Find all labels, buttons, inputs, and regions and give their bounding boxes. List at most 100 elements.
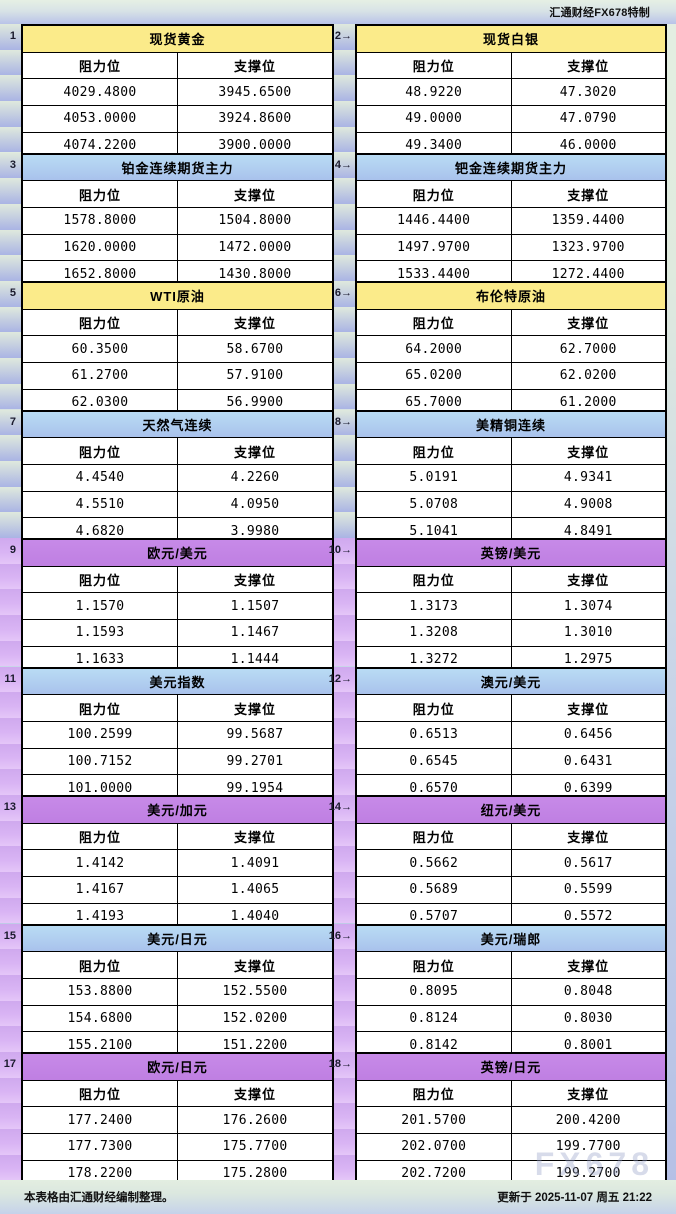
support-column-header: 支撑位 bbox=[510, 951, 667, 979]
gutter-band: 3 bbox=[0, 152, 21, 179]
gutter-middle: 12→ bbox=[329, 666, 355, 796]
resistance-value: 100.2599 bbox=[21, 720, 178, 749]
resistance-value: 0.5662 bbox=[355, 849, 512, 878]
gutter-band bbox=[334, 306, 355, 333]
block-index-label: 8→ bbox=[334, 415, 352, 428]
gutter-band bbox=[0, 126, 21, 153]
resistance-column-header: 阻力位 bbox=[21, 180, 178, 208]
gutter-band: 17 bbox=[0, 1052, 21, 1078]
instrument-table: 欧元/日元 阻力位 支撑位 177.2400 176.2600 177.7300 175.7… bbox=[21, 1052, 334, 1189]
instrument-title: 铂金连续期货主力 bbox=[21, 152, 334, 182]
gutter-band bbox=[0, 1103, 21, 1130]
gutter-middle: 18→ bbox=[329, 1052, 355, 1181]
resistance-column-header: 阻力位 bbox=[21, 1079, 178, 1108]
instrument-title: 现货白银 bbox=[355, 24, 667, 53]
gutter-band bbox=[0, 49, 21, 76]
support-value: 1323.9700 bbox=[510, 233, 667, 262]
gutter-band: 8→ bbox=[334, 409, 355, 436]
gutter-band bbox=[334, 692, 355, 718]
support-value: 62.0200 bbox=[510, 362, 667, 390]
instrument-table: 美元指数 阻力位 支撑位 100.2599 99.5687 100.7152 99.2701… bbox=[21, 666, 334, 803]
instrument-title: 天然气连续 bbox=[21, 409, 334, 439]
gutter-band bbox=[0, 717, 21, 744]
resistance-value: 1.4142 bbox=[21, 849, 178, 878]
support-value: 4.0950 bbox=[177, 490, 334, 519]
resistance-value: 1578.8000 bbox=[21, 206, 178, 235]
blocks-grid: 1 现货黄金 阻力位 支撑位 4029.4800 3945.6500 4053.0000 39… bbox=[0, 24, 676, 1189]
instrument-block: 美元/日元 阻力位 支撑位 153.8800 152.5500 154.6800 152.0… bbox=[21, 923, 334, 1060]
gutter-band bbox=[334, 615, 355, 641]
block-index-label: 14→ bbox=[328, 801, 352, 814]
gutter-middle: 14→ bbox=[329, 795, 355, 924]
instrument-block: 现货白银 阻力位 支撑位 48.9220 47.3020 49.0000 47.0790 49… bbox=[355, 24, 667, 161]
instrument-title: 钯金连续期货主力 bbox=[355, 152, 667, 182]
table-row: 177.7300 175.7700 bbox=[21, 1133, 334, 1161]
table-row: 100.2599 99.5687 bbox=[21, 720, 334, 749]
support-value: 199.7700 bbox=[510, 1133, 667, 1161]
support-value: 99.5687 bbox=[177, 720, 334, 749]
resistance-column-header: 阻力位 bbox=[355, 1079, 512, 1108]
resistance-value: 1.3173 bbox=[355, 592, 512, 621]
instrument-title: 美精铜连续 bbox=[355, 409, 667, 439]
support-value: 152.5500 bbox=[177, 977, 334, 1006]
resistance-value: 202.0700 bbox=[355, 1133, 512, 1161]
block-row: 1 现货黄金 阻力位 支撑位 4029.4800 3945.6500 4053.0000 39… bbox=[0, 24, 676, 161]
gutter-band bbox=[0, 743, 21, 770]
instrument-title: 欧元/日元 bbox=[21, 1052, 334, 1081]
gutter-band bbox=[334, 1154, 355, 1181]
block-index-label: 10→ bbox=[328, 544, 352, 557]
gutter-band bbox=[0, 692, 21, 718]
gutter-middle: 2→ bbox=[334, 24, 355, 153]
gutter-band: 5 bbox=[0, 281, 21, 307]
gutter-band bbox=[334, 846, 355, 873]
resistance-value: 1497.9700 bbox=[355, 233, 512, 262]
instrument-table: 美元/加元 阻力位 支撑位 1.4142 1.4091 1.4167 1.4065 1.419… bbox=[21, 795, 334, 932]
gutter-band bbox=[0, 897, 21, 924]
support-value: 4.9008 bbox=[510, 490, 667, 519]
gutter-middle: 4→ bbox=[334, 152, 355, 282]
resistance-column-header: 阻力位 bbox=[21, 822, 178, 851]
support-value: 4.2260 bbox=[177, 463, 334, 492]
table-row: 1578.8000 1504.8000 bbox=[21, 206, 334, 235]
gutter-band bbox=[0, 383, 21, 410]
resistance-value: 4.5510 bbox=[21, 490, 178, 519]
resistance-value: 0.5689 bbox=[355, 876, 512, 904]
gutter-band bbox=[0, 75, 21, 102]
footer-updated-time: 更新于 2025-11-07 周五 21:22 bbox=[497, 1192, 652, 1204]
resistance-value: 0.6513 bbox=[355, 720, 512, 749]
instrument-table: 英镑/日元 阻力位 支撑位 201.5700 200.4200 202.0700 199.7… bbox=[355, 1052, 667, 1189]
table-row: 61.2700 57.9100 bbox=[21, 362, 334, 390]
gutter-band bbox=[334, 75, 355, 102]
instrument-block: 布伦特原油 阻力位 支撑位 64.2000 62.7000 65.0200 62.0200 6… bbox=[355, 281, 667, 418]
footer-note: 本表格由汇通财经编制整理。 bbox=[24, 1192, 174, 1204]
instrument-table: 钯金连续期货主力 阻力位 支撑位 1446.4400 1359.4400 1497.970… bbox=[355, 152, 667, 289]
instrument-block: 铂金连续期货主力 阻力位 支撑位 1578.8000 1504.8000 1620.000… bbox=[21, 152, 334, 289]
support-column-header: 支撑位 bbox=[177, 180, 334, 208]
instrument-table: 美精铜连续 阻力位 支撑位 5.0191 4.9341 5.0708 4.9008 5.104… bbox=[355, 409, 667, 546]
gutter-band bbox=[334, 897, 355, 924]
resistance-value: 64.2000 bbox=[355, 335, 512, 364]
resistance-column-header: 阻力位 bbox=[21, 308, 178, 337]
resistance-column-header: 阻力位 bbox=[21, 694, 178, 722]
gutter-left: 13 bbox=[0, 795, 21, 924]
table-row: 154.6800 152.0200 bbox=[21, 1004, 334, 1033]
gutter-band bbox=[0, 1077, 21, 1104]
resistance-value: 4053.0000 bbox=[21, 105, 178, 133]
gutter-band bbox=[334, 255, 355, 281]
gutter-band bbox=[0, 255, 21, 281]
instrument-block: WTI原油 阻力位 支撑位 60.3500 58.6700 61.2700 57.9100 6… bbox=[21, 281, 334, 418]
resistance-value: 177.2400 bbox=[21, 1106, 178, 1135]
gutter-band: 11 bbox=[0, 666, 21, 693]
gutter-band bbox=[0, 589, 21, 616]
support-value: 47.3020 bbox=[510, 78, 667, 107]
support-column-header: 支撑位 bbox=[510, 1079, 667, 1108]
gutter-band: 15 bbox=[0, 923, 21, 950]
instrument-title: 美元/瑞郎 bbox=[355, 923, 667, 953]
table-row: 1.4142 1.4091 bbox=[21, 849, 334, 878]
footer-bar: 本表格由汇通财经编制整理。 更新于 2025-11-07 周五 21:22 bbox=[0, 1180, 676, 1214]
table-row: 0.6513 0.6456 bbox=[355, 720, 667, 749]
resistance-value: 153.8800 bbox=[21, 977, 178, 1006]
support-column-header: 支撑位 bbox=[177, 951, 334, 979]
instrument-block: 美元/加元 阻力位 支撑位 1.4142 1.4091 1.4167 1.4065 1.419… bbox=[21, 795, 334, 932]
gutter-band bbox=[0, 615, 21, 641]
